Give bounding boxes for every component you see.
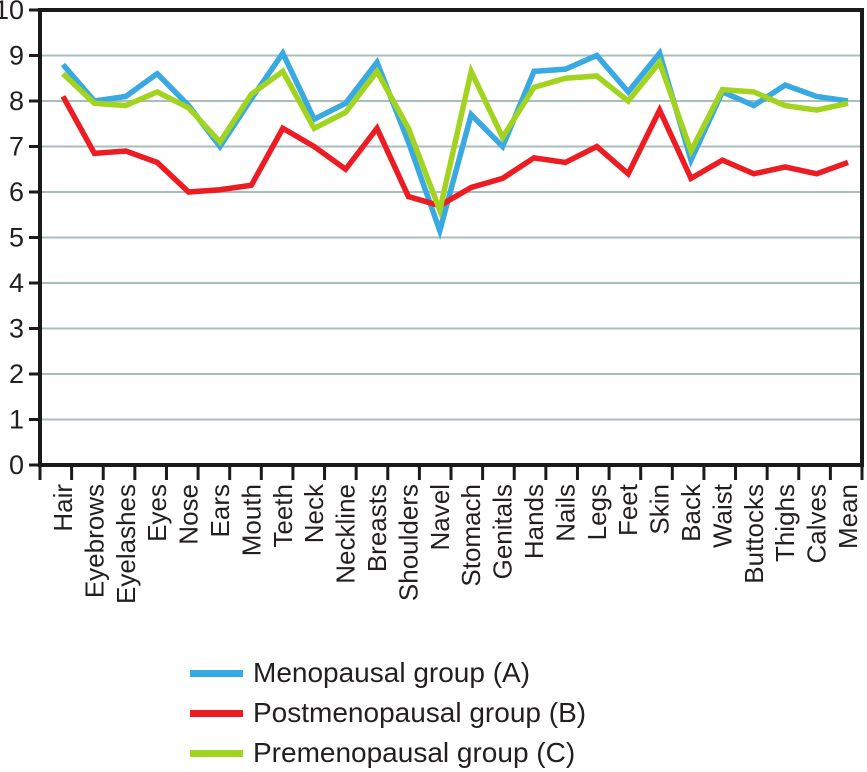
x-axis-label: Navel (425, 484, 455, 550)
x-axis-label: Legs (582, 484, 612, 540)
legend-label-postmenopausal: Postmenopausal group (B) (253, 697, 587, 728)
series-line-1 (60, 95, 849, 209)
line-chart: 0 1 2 3 4 5 6 7 8 9 10 Hair Eyebrows Eyelashes Eyes No… (0, 0, 864, 604)
y-axis-label: 7 (9, 132, 24, 162)
y-axis-label: 2 (9, 359, 24, 389)
legend-label-premenopausal: Premenopausal group (C) (253, 737, 576, 768)
x-axis-label: Ears (205, 484, 235, 537)
x-axis-label: Back (676, 483, 706, 542)
legend-item-menopausal: Menopausal group (A) (190, 653, 586, 693)
y-axis-label: 10 (0, 0, 24, 25)
x-axis-label: Calves (802, 484, 832, 563)
x-axis-label: Feet (613, 483, 643, 536)
y-axis-label: 5 (9, 223, 24, 253)
gridlines (40, 54, 862, 421)
y-axis-label: 4 (9, 268, 24, 298)
y-axis-label: 8 (9, 86, 24, 116)
x-axis-label: Nose (174, 484, 204, 545)
x-axis-label: Genitals (488, 484, 518, 579)
legend-item-postmenopausal: Postmenopausal group (B) (190, 693, 586, 733)
series-lines (60, 47, 849, 240)
x-axis-label: Nails (550, 484, 580, 542)
y-axis-label: 6 (9, 177, 24, 207)
x-axis-label: Hands (519, 484, 549, 559)
x-axis-label: Waist (707, 483, 737, 548)
x-axis-labels: Hair Eyebrows Eyelashes Eyes Nose Ears Mouth Te… (48, 483, 863, 604)
x-axis-label: Neckline (331, 484, 361, 584)
legend: Menopausal group (A) Postmenopausal grou… (190, 653, 586, 772)
legend-item-premenopausal: Premenopausal group (C) (190, 733, 586, 772)
y-axis-label: 0 (9, 450, 24, 480)
legend-line-swatch-postmenopausal (190, 709, 243, 717)
x-axis-label: Eyes (142, 484, 172, 542)
y-axis-label: 9 (9, 41, 24, 71)
x-axis-label: Buttocks (739, 484, 769, 584)
legend-line-swatch-menopausal (190, 669, 243, 677)
x-axis-label: Breasts (362, 484, 392, 572)
x-axis-label: Mouth (236, 484, 266, 556)
y-axis-label: 3 (9, 314, 24, 344)
x-axis-label: Shoulders (393, 484, 423, 601)
x-axis-label: Thighs (770, 484, 800, 562)
y-axis-labels: 0 1 2 3 4 5 6 7 8 9 10 (0, 0, 24, 480)
x-axis-label: Eyebrows (79, 484, 109, 598)
x-axis-label: Hair (48, 484, 78, 532)
y-axis-label: 1 (9, 405, 24, 435)
x-axis-label: Teeth (268, 484, 298, 548)
series-line-2 (61, 56, 849, 220)
x-axis-label: Neck (299, 483, 329, 543)
legend-line-swatch-premenopausal (190, 749, 243, 757)
x-axis-label: Stomach (456, 484, 486, 587)
x-axis-label: Mean (833, 484, 863, 549)
legend-label-menopausal: Menopausal group (A) (253, 657, 531, 688)
x-axis-label: Skin (645, 484, 675, 535)
axis-ticks (29, 8, 864, 480)
x-axis-label: Eyelashes (111, 484, 141, 604)
